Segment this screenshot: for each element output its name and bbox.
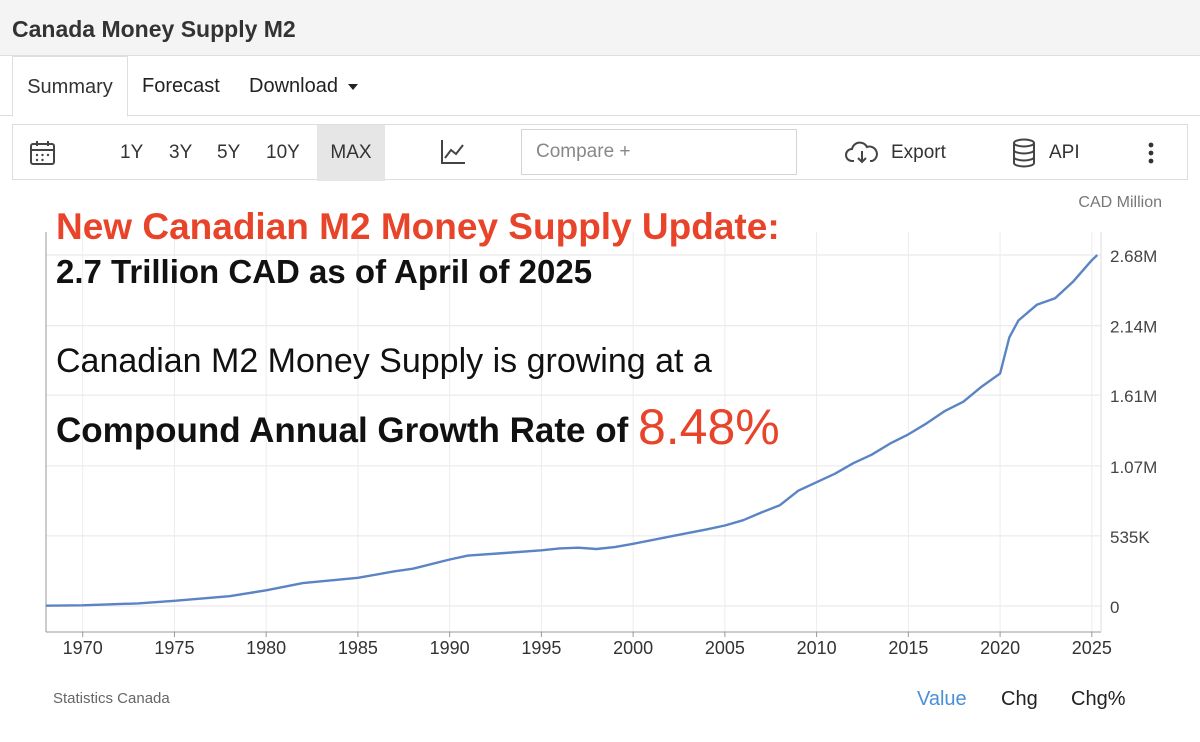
chart-toolbar: 1Y 3Y 5Y 10Y MAX Compare + Export API bbox=[12, 124, 1188, 181]
series-line-m2 bbox=[45, 254, 1099, 607]
x-tick-label: 1990 bbox=[430, 638, 470, 658]
api-button[interactable]: API bbox=[1049, 142, 1080, 163]
range-5y[interactable]: 5Y bbox=[217, 142, 241, 163]
x-tick-label: 1975 bbox=[154, 638, 194, 658]
range-max[interactable]: MAX bbox=[317, 125, 385, 181]
range-3y[interactable]: 3Y bbox=[169, 142, 193, 163]
x-tick-label: 1995 bbox=[521, 638, 561, 658]
line-chart-icon[interactable] bbox=[439, 138, 467, 166]
overlay-subheadline: 2.7 Trillion CAD as of April of 2025 bbox=[56, 253, 593, 290]
chg-pct-tab[interactable]: Chg% bbox=[1071, 688, 1126, 710]
calendar-icon[interactable] bbox=[29, 139, 57, 167]
title-bar: Canada Money Supply M2 bbox=[0, 0, 1200, 56]
range-1y[interactable]: 1Y bbox=[120, 142, 144, 163]
tab-bar: Summary Forecast Download bbox=[0, 56, 1200, 117]
overlay-growth-text: Canadian M2 Money Supply is growing at a bbox=[56, 342, 712, 380]
more-vertical-icon[interactable] bbox=[1146, 141, 1156, 165]
x-tick-labels: 1970 1975 1980 1985 1990 1995 2000 2005 2010 2015… bbox=[63, 638, 1112, 658]
value-tab[interactable]: Value bbox=[917, 688, 967, 710]
compare-input[interactable]: Compare + bbox=[521, 129, 797, 175]
source-label: Statistics Canada bbox=[53, 690, 170, 707]
x-tick-label: 2005 bbox=[705, 638, 745, 658]
database-icon[interactable] bbox=[1011, 138, 1037, 168]
range-10y[interactable]: 10Y bbox=[266, 142, 300, 163]
overlay-headline: New Canadian M2 Money Supply Update: bbox=[56, 206, 780, 247]
x-tick-label: 1985 bbox=[338, 638, 378, 658]
x-tick-label: 2015 bbox=[888, 638, 928, 658]
x-tick-label: 1970 bbox=[63, 638, 103, 658]
y-tick-labels: 0 535K 1.07M 1.61M 2.14M 2.68M bbox=[1110, 247, 1157, 617]
x-tick-label: 2020 bbox=[980, 638, 1020, 658]
y-tick-label: 535K bbox=[1110, 528, 1150, 547]
axis-layer bbox=[45, 232, 1102, 637]
overlay-cagr-line: Compound Annual Growth Rate of 8.48% bbox=[56, 396, 780, 455]
unit-label: CAD Million bbox=[1078, 194, 1162, 211]
y-tick-label: 2.14M bbox=[1110, 318, 1157, 337]
export-button[interactable]: Export bbox=[891, 142, 946, 163]
y-tick-label: 1.61M bbox=[1110, 387, 1157, 406]
x-tick-label: 2010 bbox=[797, 638, 837, 658]
y-tick-label: 2.68M bbox=[1110, 247, 1157, 266]
series-layer bbox=[45, 254, 1099, 607]
chevron-down-icon bbox=[347, 83, 358, 90]
y-tick-label: 0 bbox=[1110, 598, 1119, 617]
overlay-cagr-label: Compound Annual Growth Rate of bbox=[56, 411, 638, 450]
chg-tab[interactable]: Chg bbox=[1001, 688, 1038, 710]
tab-download-label: Download bbox=[249, 75, 338, 97]
overlay-cagr-value: 8.48% bbox=[637, 399, 780, 455]
x-tick-label: 2025 bbox=[1072, 638, 1112, 658]
tab-download[interactable]: Download bbox=[249, 56, 358, 116]
tab-forecast[interactable]: Forecast bbox=[142, 75, 220, 97]
x-tick-label: 2000 bbox=[613, 638, 653, 658]
tab-summary[interactable]: Summary bbox=[12, 56, 128, 117]
page-title: Canada Money Supply M2 bbox=[12, 16, 296, 42]
cloud-download-icon[interactable] bbox=[845, 141, 879, 165]
y-tick-label: 1.07M bbox=[1110, 458, 1157, 477]
grid-layer bbox=[46, 232, 1101, 632]
x-tick-label: 1980 bbox=[246, 638, 286, 658]
